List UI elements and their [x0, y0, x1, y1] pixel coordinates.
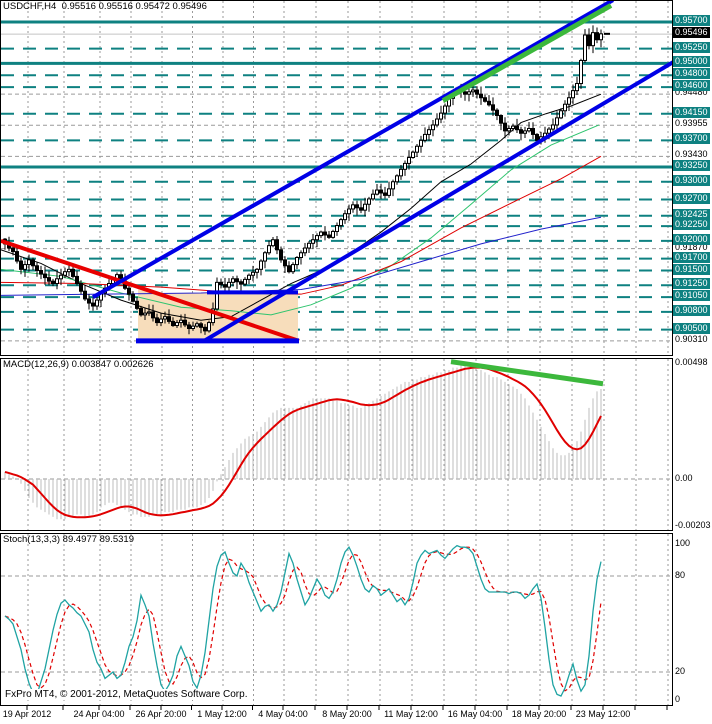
vertical-gridlines — [27, 534, 669, 705]
price-axis-label: 0.93000 — [673, 175, 710, 186]
price-axis-label: 0.93700 — [673, 133, 710, 144]
price-axis-label: 0.92425 — [673, 209, 710, 220]
price-axis-label: 0.91870 — [673, 242, 710, 253]
copyright-text: FxPro MT4, © 2001-2012, MetaQuotes Softw… — [2, 689, 251, 700]
macd-signal-line — [4, 366, 602, 519]
macd-plot-area[interactable] — [1, 359, 672, 530]
macd-divergence-line[interactable] — [450, 359, 604, 387]
price-axis-label: 0.95000 — [673, 56, 710, 67]
price-axis-label: 0.94150 — [673, 107, 710, 118]
macd-axis-label: 0.00 — [673, 473, 695, 484]
price-axis-label: 0.92000 — [673, 234, 710, 245]
price-axis-label: 0.93955 — [673, 118, 710, 129]
panel-divider[interactable] — [0, 356, 712, 358]
time-axis-label: 8 May 20:00 — [322, 709, 372, 719]
time-axis-label: 18 May 20:00 — [511, 709, 567, 719]
stoch-axis-label: 80 — [673, 570, 688, 581]
channel-upper — [92, 1, 614, 299]
symbol-title: USDCHF,H4 0.95516 0.95516 0.95472 0.9549… — [3, 1, 207, 12]
time-axis-label: 19 Apr 2012 — [2, 709, 52, 719]
price-axis-label: 0.94800 — [673, 68, 710, 79]
price-panel[interactable] — [0, 0, 673, 356]
time-axis-label: 16 May 04:00 — [447, 709, 503, 719]
macd-axis-label: -0.00203 — [673, 520, 712, 531]
ma-green — [1, 124, 600, 316]
price-axis-label: 0.95250 — [673, 42, 710, 53]
price-axis-label: 0.92250 — [673, 219, 710, 230]
price-axis-label: 0.91700 — [673, 252, 710, 263]
price-axis-label: 0.91050 — [673, 290, 710, 301]
time-axis-label: 1 May 12:00 — [197, 709, 247, 719]
price-axis-label: 0.95700 — [673, 15, 710, 26]
time-axis-label: 26 Apr 20:00 — [135, 709, 187, 719]
price-axis-label: 0.90800 — [673, 305, 710, 316]
stoch-d-line — [4, 546, 602, 692]
time-axis-label: 11 May 12:00 — [384, 709, 438, 719]
price-axis-label: 0.94480 — [673, 87, 710, 98]
macd-histogram — [4, 365, 602, 520]
time-axis[interactable]: 19 Apr 2012 24 Apr 04:00 26 Apr 20:00 1 May… — [0, 706, 712, 724]
stoch-axis-label: 0 — [673, 694, 683, 705]
price-axis-label: 0.95496 — [673, 27, 710, 38]
macd-axis-label: 0.00498 — [673, 357, 710, 368]
stoch-title: Stoch(13,3,3) 89.4977 89.5319 — [3, 534, 134, 545]
time-axis-label: 4 May 04:00 — [258, 709, 308, 719]
panel-divider[interactable] — [0, 531, 712, 533]
price-axis-label: 0.91250 — [673, 278, 710, 289]
vertical-gridlines — [27, 1, 669, 355]
time-axis-ticks — [26, 706, 668, 710]
green-acceleration — [441, 3, 613, 103]
price-axis-label: 0.90500 — [673, 323, 710, 334]
price-axis-label: 0.94600 — [673, 80, 710, 91]
macd-panel[interactable] — [0, 358, 673, 531]
time-axis-label: 24 Apr 04:00 — [73, 709, 125, 719]
vertical-gridlines — [27, 359, 669, 530]
trendlines[interactable] — [1, 1, 672, 344]
stoch-axis-label: 20 — [673, 666, 688, 677]
time-axis-label: 23 May 12:00 — [575, 709, 631, 719]
price-axis-label: 0.91500 — [673, 264, 710, 275]
stoch-k-line — [4, 544, 602, 697]
descending-resistance — [1, 239, 300, 343]
channel-lower — [202, 60, 672, 343]
candles — [3, 25, 610, 335]
price-axis-label: 0.93430 — [673, 149, 710, 160]
macd-title: MACD(12,26,9) 0.003847 0.002626 — [3, 359, 154, 370]
price-axis-label: 0.90310 — [673, 334, 710, 345]
stoch-plot-area[interactable] — [1, 534, 672, 705]
price-axis[interactable]: 0.95700 0.95496 0.95250 0.95000 0.94800 0.946… — [673, 0, 712, 724]
price-axis-label: 0.92700 — [673, 193, 710, 204]
price-plot-area[interactable] — [1, 1, 672, 355]
stoch-panel[interactable] — [0, 533, 673, 706]
price-axis-label: 0.93250 — [673, 160, 710, 171]
stoch-axis-label: 100 — [673, 538, 693, 549]
